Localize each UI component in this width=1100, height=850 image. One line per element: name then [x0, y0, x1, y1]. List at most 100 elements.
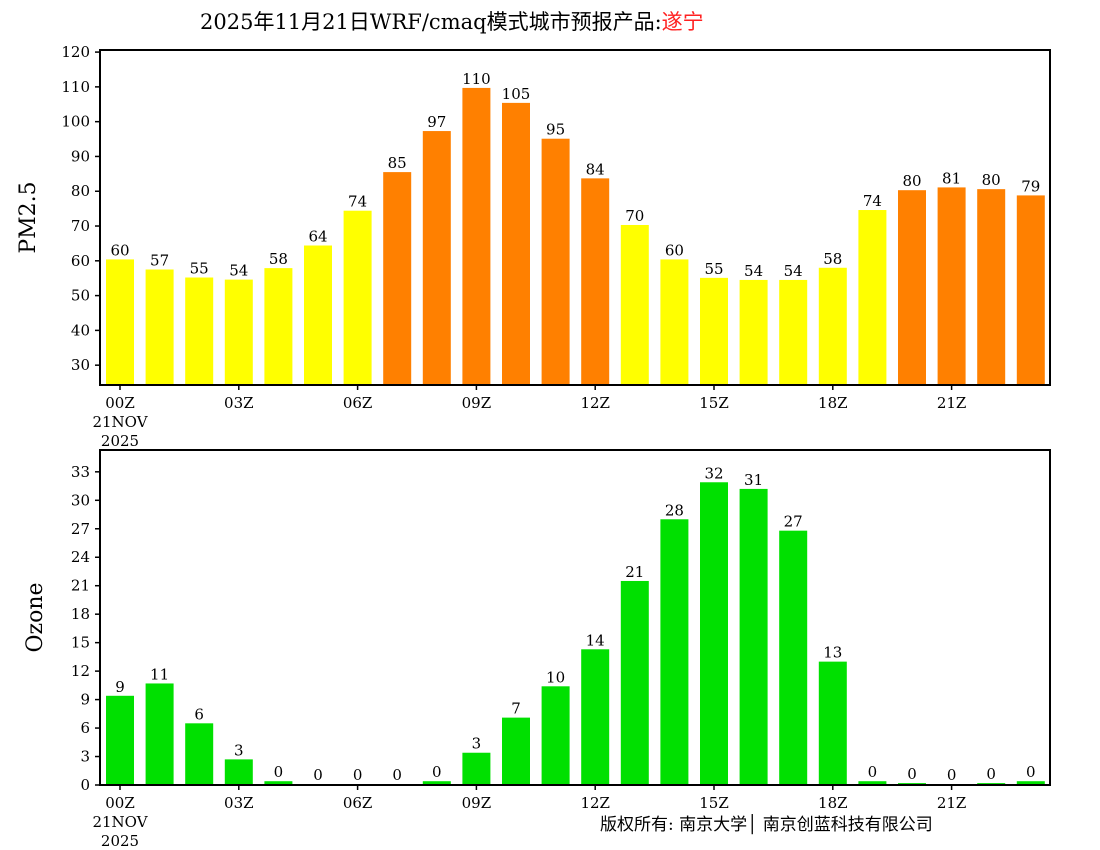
data-label: 80 — [902, 172, 921, 190]
bar — [1016, 781, 1045, 785]
y-tick-label: 15 — [71, 634, 90, 652]
bar — [700, 277, 728, 385]
data-label: 64 — [308, 228, 327, 246]
y-tick-label: 24 — [71, 548, 90, 566]
y-tick-label: 27 — [71, 520, 90, 538]
data-label: 54 — [784, 262, 803, 280]
bar — [462, 87, 491, 385]
copyright-footer: 版权所有: 南京大学│ 南京创蓝科技有限公司 — [600, 815, 933, 835]
y-tick-label: 50 — [71, 287, 90, 305]
data-label: 3 — [234, 741, 244, 759]
bar — [185, 723, 214, 785]
data-label: 74 — [348, 193, 367, 211]
data-label: 79 — [1021, 177, 1040, 195]
bar — [581, 178, 610, 385]
data-label: 110 — [462, 70, 491, 88]
data-label: 97 — [427, 113, 446, 131]
data-label: 55 — [704, 260, 723, 278]
y-tick-label: 60 — [71, 252, 90, 270]
bar — [779, 279, 808, 385]
bar — [106, 695, 134, 785]
chart-title: 2025年11月21日WRF/cmaq模式城市预报产品:遂宁 — [200, 6, 704, 36]
bar — [858, 781, 887, 785]
data-label: 0 — [313, 766, 323, 784]
bar — [700, 482, 728, 785]
y-tick-label: 3 — [80, 748, 90, 766]
y-axis-label: Ozone — [23, 582, 48, 652]
data-label: 32 — [704, 464, 723, 482]
bar — [383, 172, 412, 385]
y-tick-label: 100 — [61, 113, 90, 131]
y-tick-label: 33 — [71, 463, 90, 481]
y-tick-label: 120 — [61, 43, 90, 61]
data-label: 0 — [1026, 763, 1036, 781]
bar — [1016, 195, 1045, 385]
y-tick-label: 30 — [71, 491, 90, 509]
data-label: 0 — [432, 763, 442, 781]
x-tick-sublabel: 21NOV — [92, 813, 148, 831]
data-label: 84 — [586, 160, 605, 178]
data-label: 81 — [942, 169, 961, 187]
x-tick-label: 00Z — [105, 794, 135, 812]
bar — [620, 580, 649, 785]
y-tick-label: 110 — [61, 78, 90, 96]
data-label: 85 — [388, 154, 407, 172]
data-label: 58 — [269, 250, 288, 268]
x-tick-label: 03Z — [224, 794, 254, 812]
data-label: 11 — [150, 665, 169, 683]
y-tick-label: 6 — [80, 719, 90, 737]
bar — [739, 488, 768, 785]
bar — [145, 683, 174, 785]
title-city: 遂宁 — [661, 10, 704, 34]
bar — [264, 781, 293, 785]
y-tick-label: 21 — [71, 577, 90, 595]
bar — [541, 138, 570, 385]
plot-frame — [99, 49, 1051, 386]
y-tick-label: 40 — [71, 321, 90, 339]
data-label: 0 — [353, 766, 363, 784]
bar — [977, 189, 1006, 385]
y-tick-label: 70 — [71, 217, 90, 235]
data-label: 14 — [586, 631, 605, 649]
bar — [818, 267, 847, 385]
bar — [581, 649, 610, 785]
bar — [502, 102, 530, 385]
data-label: 54 — [744, 262, 763, 280]
data-label: 21 — [625, 563, 644, 581]
data-label: 0 — [986, 765, 996, 783]
y-axis-label: PM2.5 — [16, 181, 41, 253]
y-tick-label: 30 — [71, 356, 90, 374]
bar — [106, 259, 134, 385]
y-tick-label: 0 — [80, 776, 90, 794]
bar — [185, 277, 214, 385]
data-label: 0 — [392, 766, 402, 784]
bar — [541, 686, 570, 785]
bar — [343, 210, 372, 385]
y-tick-label: 80 — [71, 182, 90, 200]
bar — [739, 279, 768, 385]
data-label: 3 — [472, 735, 482, 753]
y-tick-label: 9 — [80, 691, 90, 709]
data-label: 27 — [784, 513, 803, 531]
x-tick-label: 15Z — [699, 394, 729, 412]
data-label: 28 — [665, 501, 684, 519]
data-label: 80 — [982, 171, 1001, 189]
data-label: 55 — [190, 260, 209, 278]
plot-frame — [99, 449, 1051, 786]
bar — [937, 187, 966, 385]
x-tick-label: 21Z — [937, 794, 967, 812]
x-tick-label: 15Z — [699, 794, 729, 812]
bar — [145, 269, 174, 385]
y-tick-label: 12 — [71, 662, 90, 680]
data-label: 74 — [863, 192, 882, 210]
x-tick-label: 18Z — [818, 394, 848, 412]
x-tick-label: 21Z — [937, 394, 967, 412]
x-tick-label: 03Z — [224, 394, 254, 412]
data-label: 31 — [744, 471, 763, 489]
x-tick-label: 12Z — [580, 794, 610, 812]
bar — [858, 210, 887, 385]
bar — [462, 752, 491, 785]
data-label: 6 — [194, 705, 204, 723]
